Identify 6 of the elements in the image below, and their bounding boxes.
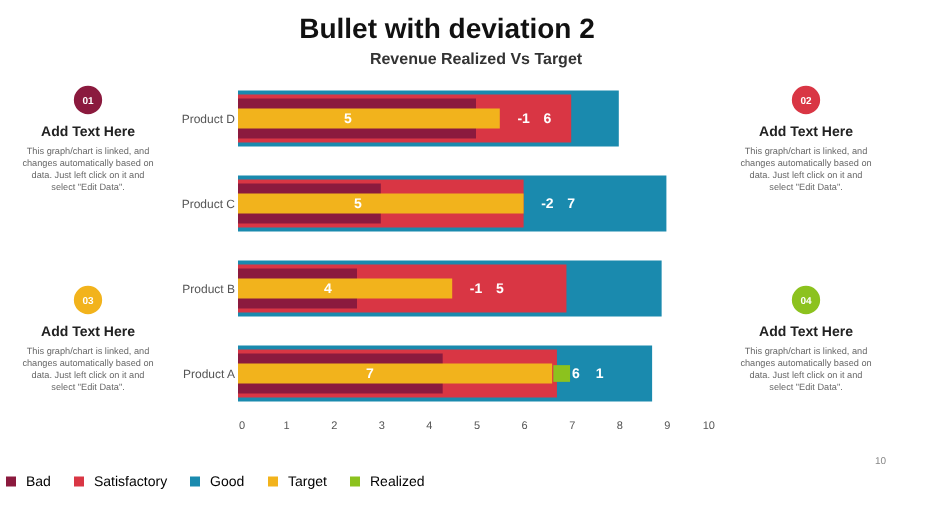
bar (238, 108, 500, 129)
chart-title: Bullet with deviation 2 (299, 12, 596, 44)
bar (238, 278, 453, 299)
bar (238, 363, 553, 384)
chart-subtitle: Revenue Realized Vs Target (369, 50, 583, 68)
bar (238, 193, 524, 214)
